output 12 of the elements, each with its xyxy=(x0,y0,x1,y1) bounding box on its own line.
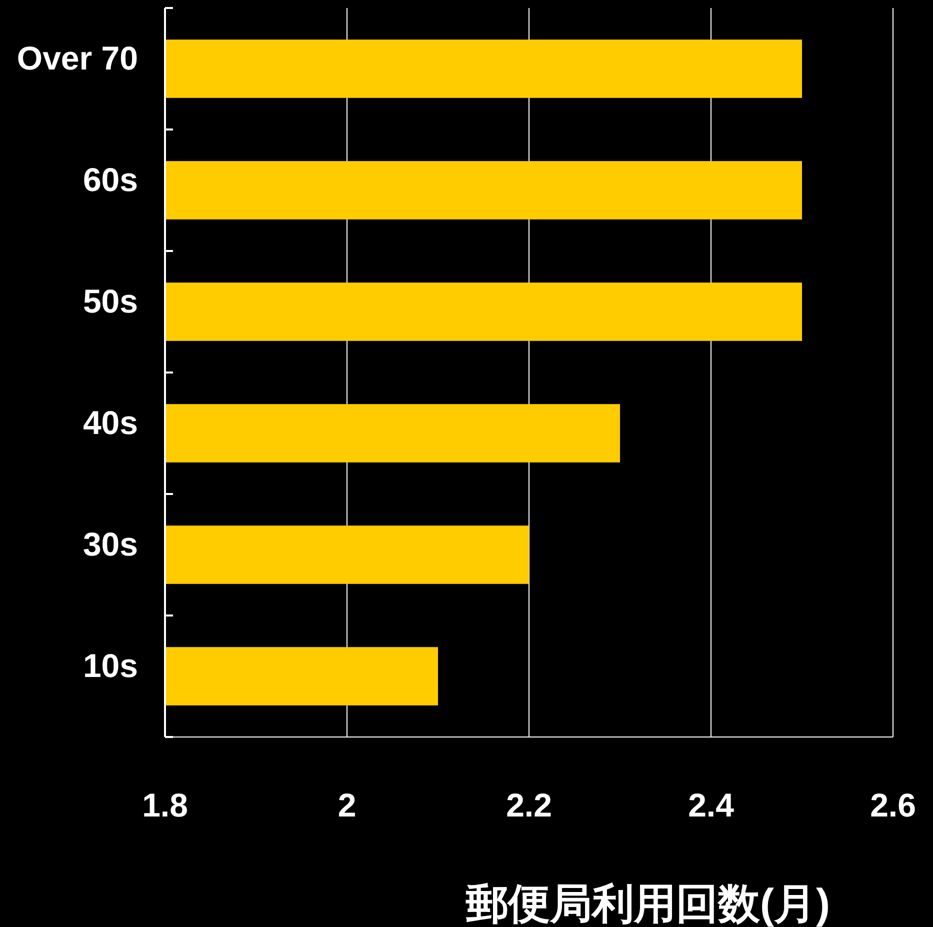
y-tick-label: 40s xyxy=(82,404,138,441)
x-tick-label: 2.4 xyxy=(688,786,735,824)
y-tick-label: 30s xyxy=(82,525,138,562)
y-tick-label: Over 70 xyxy=(16,39,138,76)
x-tick-label: 2 xyxy=(338,786,356,824)
x-axis-title: 郵便局利用回数(月) xyxy=(465,880,830,927)
y-tick-label: 10s xyxy=(82,646,138,684)
x-tick-label: 2.2 xyxy=(506,786,552,824)
y-tick-label: 50s xyxy=(82,282,138,320)
x-tick-label: 2.6 xyxy=(870,786,916,824)
x-tick-label: 1.8 xyxy=(142,786,188,824)
y-tick-label: 60s xyxy=(82,160,138,198)
